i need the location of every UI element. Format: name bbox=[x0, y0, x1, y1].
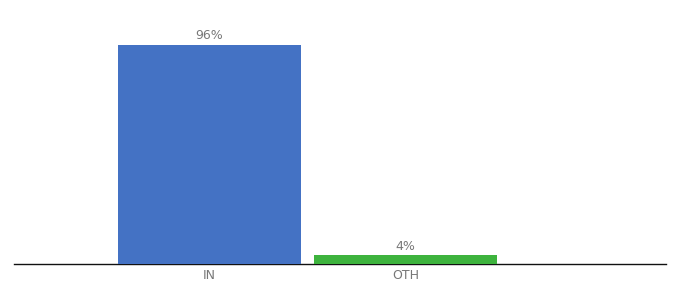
Text: 4%: 4% bbox=[395, 240, 415, 253]
Bar bbox=[118, 45, 301, 264]
Text: 96%: 96% bbox=[196, 29, 223, 42]
Bar bbox=[314, 255, 496, 264]
